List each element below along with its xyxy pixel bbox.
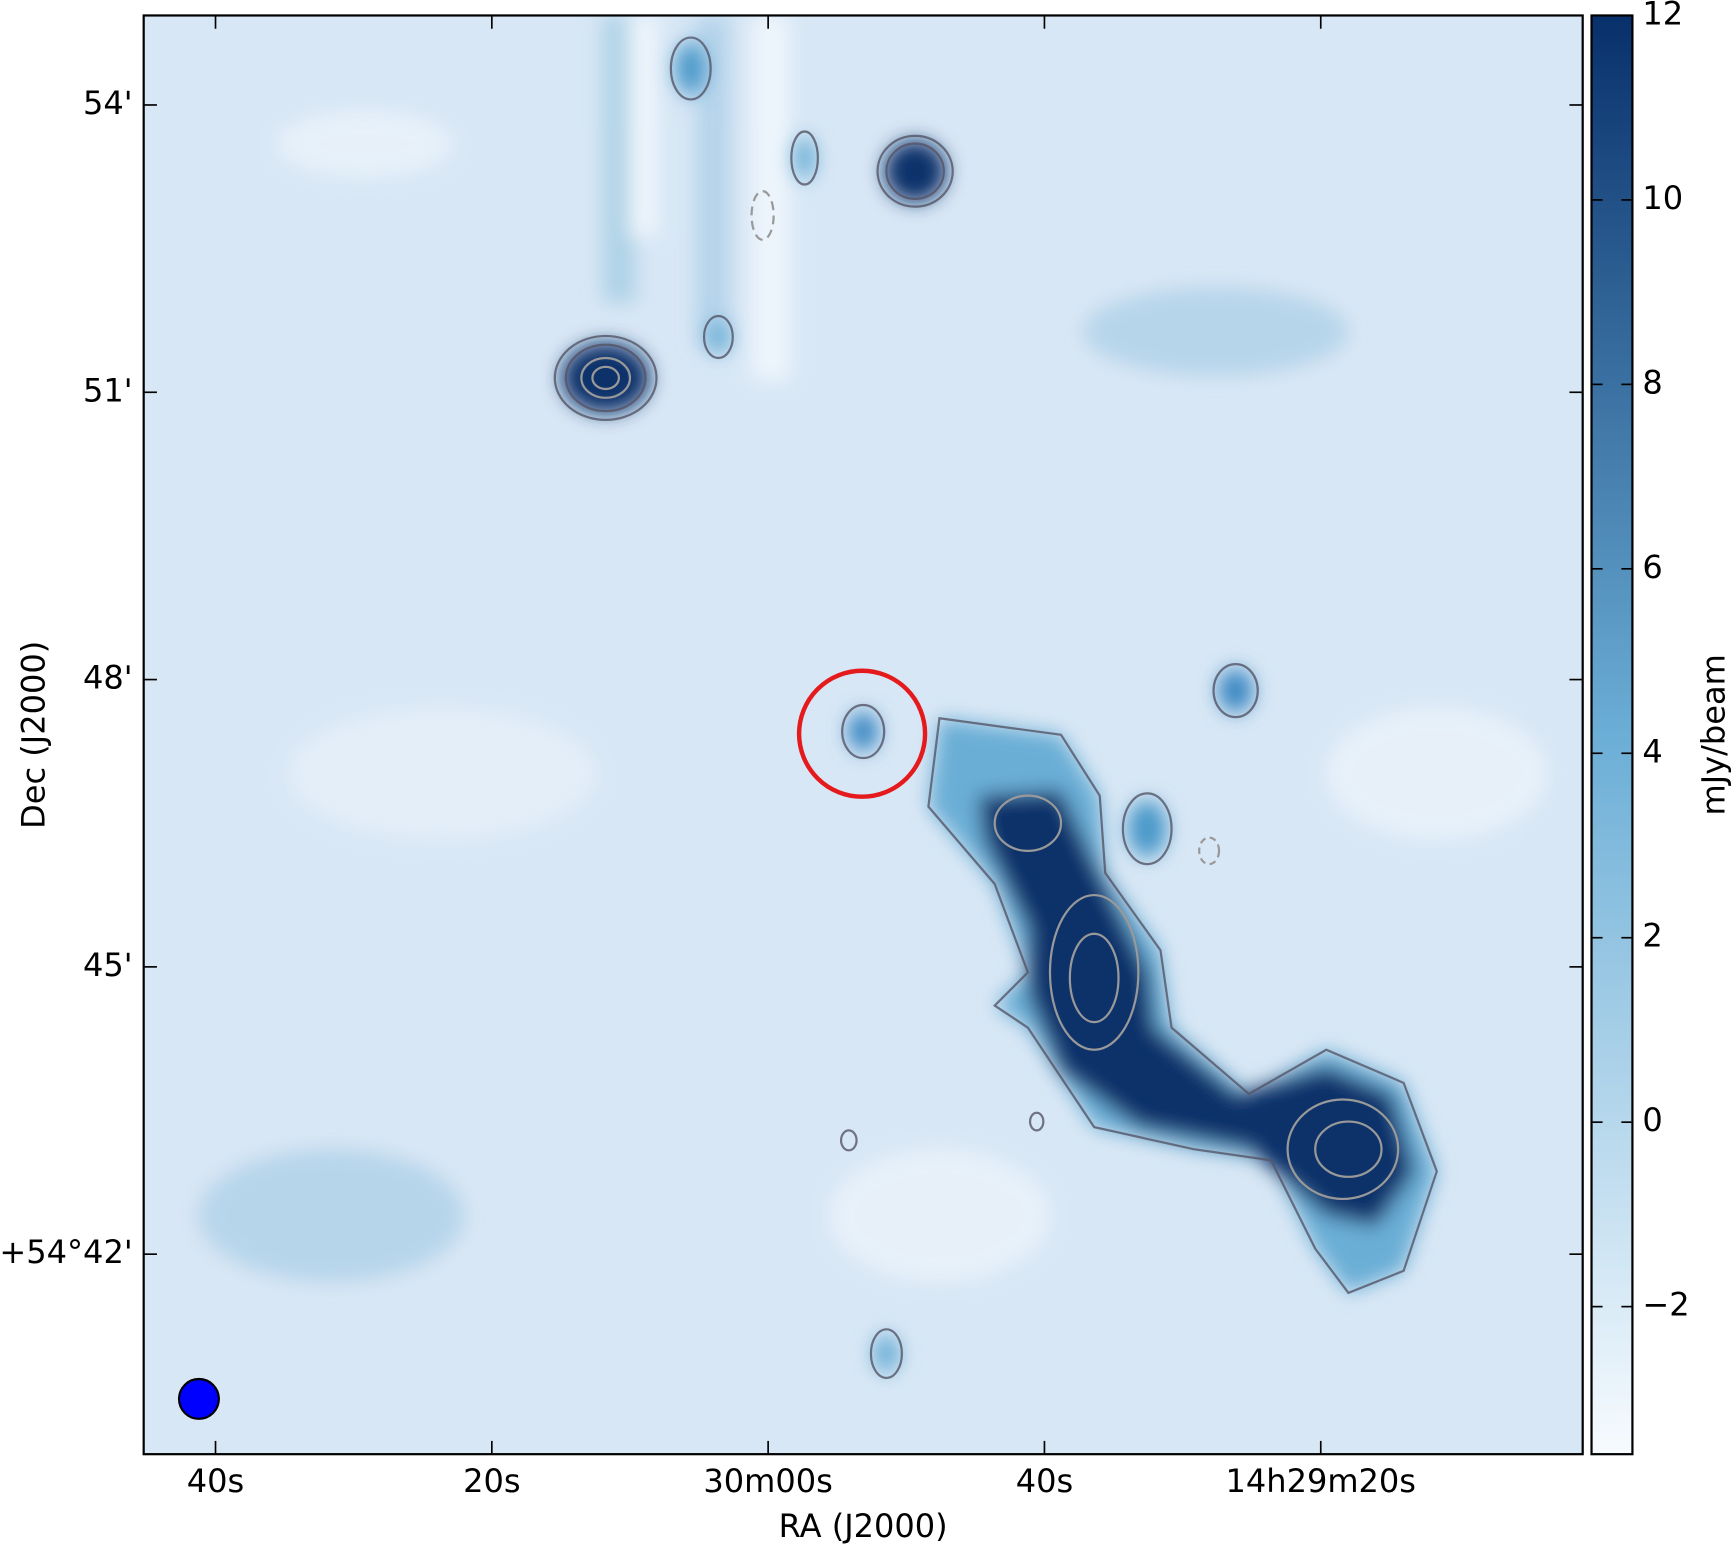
colorbar xyxy=(1590,14,1634,1456)
colorbar-tick-label: 0 xyxy=(1642,1101,1662,1139)
x-tick-label: 30m00s xyxy=(703,1462,832,1500)
colorbar-tick-label: 12 xyxy=(1642,0,1683,32)
plot-frame xyxy=(142,14,1584,1456)
x-axis-label: RA (J2000) xyxy=(779,1507,948,1545)
y-tick-label: 51' xyxy=(83,371,133,409)
y-tick-label: 48' xyxy=(83,659,133,697)
x-tick-label: 40s xyxy=(1016,1462,1073,1500)
colorbar-tick-label: 8 xyxy=(1642,363,1662,401)
colorbar-tick-label: 10 xyxy=(1642,179,1683,217)
x-tick-label: 40s xyxy=(187,1462,244,1500)
y-tick-label: 45' xyxy=(83,946,133,984)
sky-image xyxy=(143,15,1583,1455)
colorbar-tick-label: 4 xyxy=(1642,732,1662,770)
x-tick-label: 20s xyxy=(463,1462,520,1500)
x-tick-label: 14h29m20s xyxy=(1226,1462,1416,1500)
colorbar-tick-label: 2 xyxy=(1642,917,1662,955)
colorbar-label: mJy/beam xyxy=(1694,654,1732,815)
colorbar-tick-label: 6 xyxy=(1642,548,1662,586)
colorbar-tick-label: −2 xyxy=(1642,1286,1689,1324)
y-tick-label: +54°42' xyxy=(0,1233,133,1271)
beam xyxy=(177,1377,220,1420)
y-tick-label: 54' xyxy=(83,84,133,122)
highlight-circle xyxy=(796,668,928,799)
y-axis-label: Dec (J2000) xyxy=(14,641,52,829)
